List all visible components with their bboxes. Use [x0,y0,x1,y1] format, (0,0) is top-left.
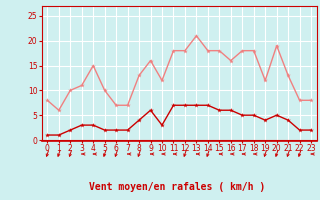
Text: Vent moyen/en rafales ( km/h ): Vent moyen/en rafales ( km/h ) [90,182,266,192]
